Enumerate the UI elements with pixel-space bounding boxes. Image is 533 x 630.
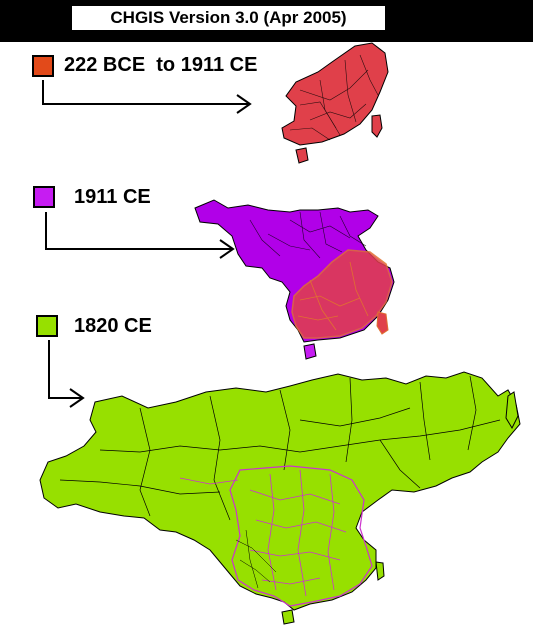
arrow-red-legend	[42, 80, 252, 114]
map-222bce-1911ce	[281, 42, 389, 164]
map-1820ce	[39, 371, 521, 625]
map-1911ce	[194, 199, 395, 360]
arrow-purple-legend	[45, 212, 235, 259]
legend-swatch-purple	[33, 186, 55, 208]
legend-label-red: 222 BCE to 1911 CE	[64, 54, 258, 76]
page-title: CHGIS Version 3.0 (Apr 2005)	[72, 6, 385, 30]
legend-label-purple: 1911 CE	[74, 186, 151, 208]
legend-swatch-red	[32, 55, 54, 77]
legend-label-green: 1820 CE	[74, 315, 152, 337]
arrow-green-legend	[48, 340, 85, 408]
legend-swatch-green	[36, 315, 58, 337]
